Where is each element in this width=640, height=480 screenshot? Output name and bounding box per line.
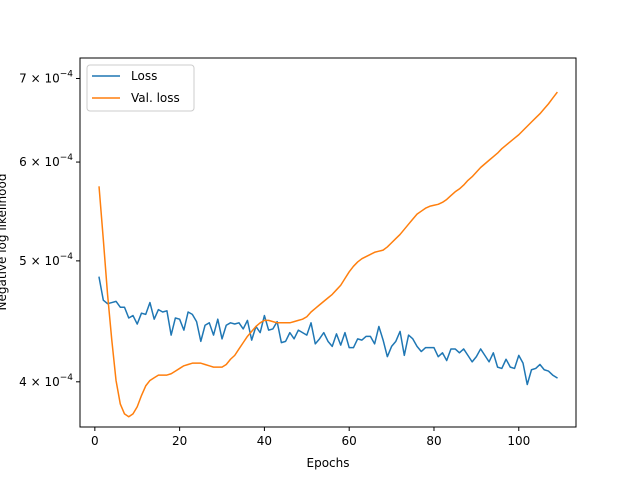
x-tick-label: 40 xyxy=(257,434,272,448)
x-tick-label: 0 xyxy=(91,434,99,448)
x-axis: 0 20 40 60 80 100 xyxy=(91,427,530,448)
x-tick-label: 60 xyxy=(342,434,357,448)
plot-frame xyxy=(79,57,577,428)
legend-label-val-loss: Val. loss xyxy=(131,91,180,105)
x-tick-label: 100 xyxy=(507,434,530,448)
legend-label-loss: Loss xyxy=(131,69,157,83)
y-axis-label: Negative log likelihood xyxy=(0,174,9,311)
series-line-loss xyxy=(98,276,558,386)
series-line-val-loss xyxy=(98,91,558,418)
x-tick-label: 20 xyxy=(172,434,187,448)
legend: Loss Val. loss xyxy=(86,64,195,112)
series-layer xyxy=(98,91,558,418)
x-axis-label: Epochs xyxy=(307,456,350,470)
x-tick-label: 80 xyxy=(426,434,441,448)
